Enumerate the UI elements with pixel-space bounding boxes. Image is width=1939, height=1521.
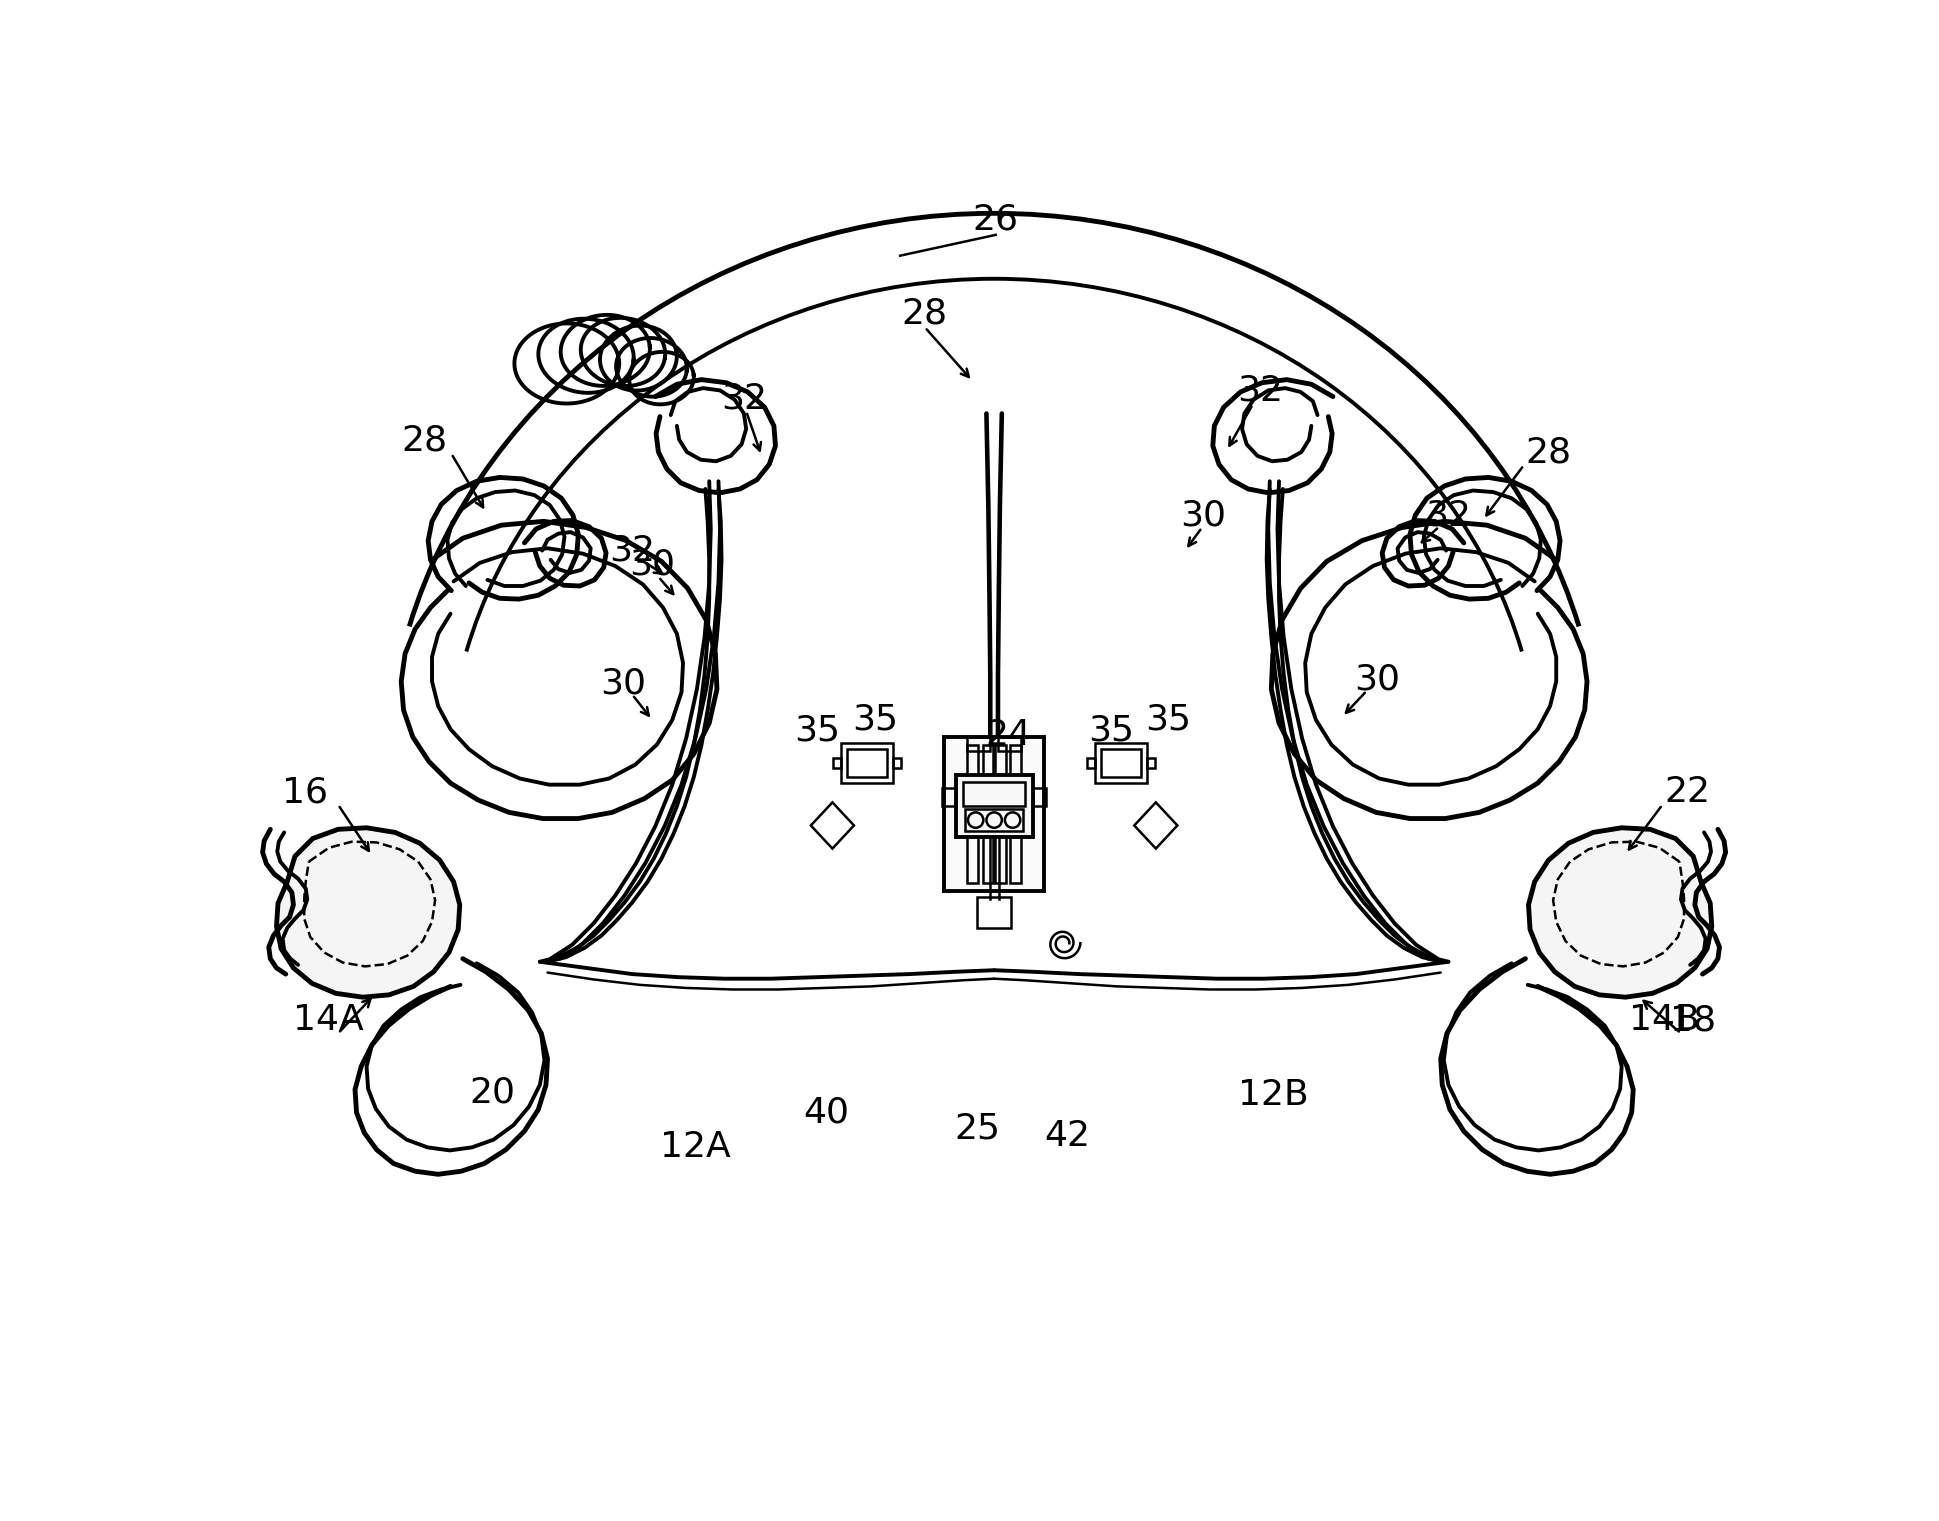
Bar (942, 788, 956, 806)
Text: 32: 32 (1425, 499, 1472, 532)
Polygon shape (956, 776, 1033, 837)
Text: 32: 32 (609, 534, 655, 567)
Text: 30: 30 (1181, 499, 1227, 532)
Polygon shape (277, 827, 460, 998)
Text: 30: 30 (630, 548, 675, 581)
Text: 14B: 14B (1629, 1004, 1699, 1037)
Text: 12A: 12A (659, 1130, 731, 1164)
Text: 35: 35 (1146, 703, 1191, 738)
Bar (995, 745, 1006, 884)
Bar (999, 736, 1022, 751)
Text: 30: 30 (1355, 662, 1400, 697)
Text: 35: 35 (851, 703, 898, 738)
Bar (968, 736, 991, 751)
Text: 40: 40 (803, 1095, 849, 1130)
Text: 18: 18 (1669, 1004, 1716, 1037)
Text: 28: 28 (401, 423, 448, 458)
Bar (983, 745, 993, 884)
Text: 24: 24 (985, 718, 1032, 753)
Text: 26: 26 (973, 202, 1018, 236)
Text: 30: 30 (599, 666, 646, 700)
Bar (968, 745, 977, 884)
Bar (1033, 788, 1047, 806)
Text: 32: 32 (721, 382, 766, 415)
Bar (977, 897, 1010, 928)
Text: 28: 28 (1526, 435, 1573, 468)
Polygon shape (1528, 827, 1712, 998)
Text: 35: 35 (795, 713, 840, 748)
Text: 12B: 12B (1237, 1078, 1309, 1112)
Text: 14A: 14A (293, 1004, 363, 1037)
Text: 20: 20 (469, 1075, 516, 1110)
Text: 22: 22 (1664, 776, 1710, 809)
Text: 42: 42 (1045, 1119, 1090, 1153)
Text: 25: 25 (954, 1110, 1001, 1145)
Text: 35: 35 (1088, 713, 1134, 748)
Text: 28: 28 (902, 297, 948, 330)
Text: 32: 32 (1237, 374, 1284, 408)
Bar (1010, 745, 1022, 884)
Text: 16: 16 (281, 776, 328, 809)
Polygon shape (944, 736, 1045, 891)
